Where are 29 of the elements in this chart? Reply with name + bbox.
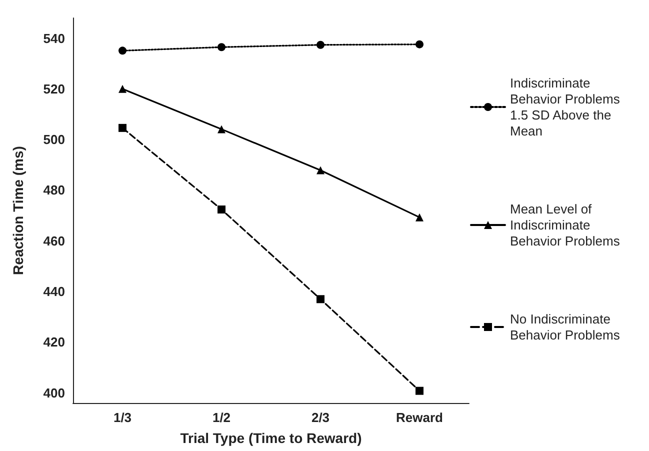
point — [416, 213, 424, 222]
point — [118, 84, 126, 93]
point — [118, 124, 126, 132]
legend-label: Mean Level of Indiscriminate Behavior Problems — [510, 202, 620, 248]
point — [316, 40, 324, 49]
y-tick-label: 460 — [43, 233, 65, 248]
point — [316, 295, 324, 304]
y-tick-label: 480 — [43, 182, 65, 198]
y-tick-label: 420 — [43, 334, 65, 350]
x-tick-label: Reward — [396, 410, 444, 425]
y-tick-label: 520 — [43, 81, 65, 96]
point — [416, 40, 424, 48]
x-tick-label: 1/3 — [113, 410, 132, 425]
point — [218, 43, 226, 52]
y-axis-title: Reaction Time (ms) — [10, 146, 26, 275]
x-tick-label: 2/3 — [311, 410, 330, 425]
y-tick-label: 440 — [43, 284, 65, 300]
x-axis-title: Trial Type (Time to Reward) — [180, 430, 362, 446]
x-tick-label: 1/2 — [212, 410, 231, 425]
point — [316, 166, 324, 174]
point — [218, 125, 226, 134]
legend-label: Indiscriminate Behavior Problems 1.5 SD Above the Mean — [510, 76, 624, 138]
y-tick-label: 540 — [43, 30, 65, 46]
legend-label: No Indiscriminate Behavior Problems — [510, 312, 620, 342]
y-tick-label: 500 — [43, 132, 65, 148]
point — [118, 46, 126, 55]
point — [218, 205, 226, 214]
y-tick-label: 400 — [43, 385, 65, 400]
point — [416, 386, 424, 395]
